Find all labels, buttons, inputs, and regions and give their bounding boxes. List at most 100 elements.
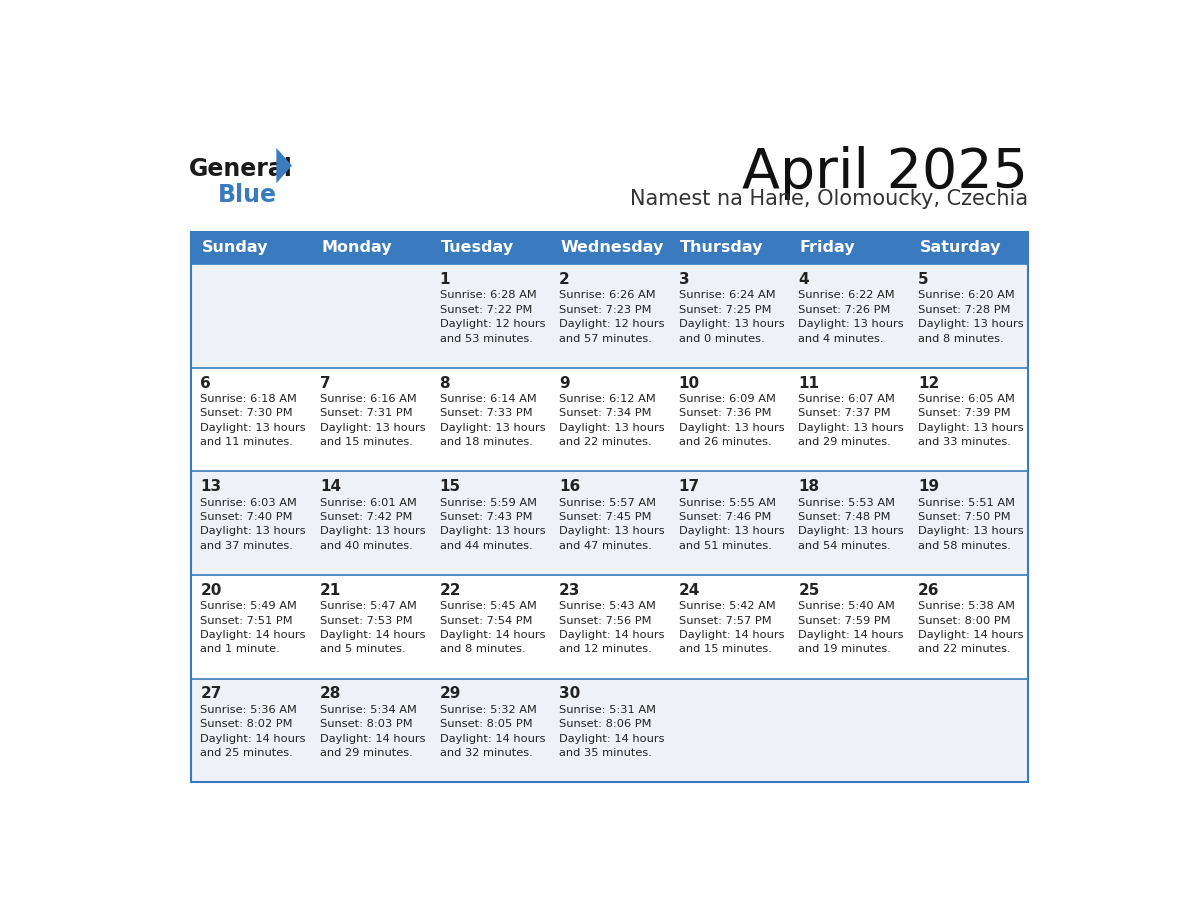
Text: 21: 21 <box>320 583 341 598</box>
Bar <box>669 264 789 368</box>
Bar <box>550 678 669 782</box>
Bar <box>191 264 311 368</box>
Text: Sunrise: 5:43 AM
Sunset: 7:56 PM
Daylight: 14 hours
and 12 minutes.: Sunrise: 5:43 AM Sunset: 7:56 PM Dayligh… <box>560 601 664 655</box>
Text: 14: 14 <box>320 479 341 494</box>
Text: 20: 20 <box>201 583 222 598</box>
Bar <box>669 678 789 782</box>
Bar <box>191 232 1028 782</box>
Text: 26: 26 <box>918 583 940 598</box>
Text: 24: 24 <box>678 583 700 598</box>
Bar <box>311 575 430 678</box>
Bar <box>311 264 430 368</box>
Bar <box>669 368 789 472</box>
Bar <box>789 368 909 472</box>
Bar <box>550 264 669 368</box>
Text: 15: 15 <box>440 479 461 494</box>
Text: Sunrise: 5:40 AM
Sunset: 7:59 PM
Daylight: 14 hours
and 19 minutes.: Sunrise: 5:40 AM Sunset: 7:59 PM Dayligh… <box>798 601 904 655</box>
Bar <box>430 575 550 678</box>
Text: 23: 23 <box>560 583 581 598</box>
Text: Sunrise: 5:45 AM
Sunset: 7:54 PM
Daylight: 14 hours
and 8 minutes.: Sunrise: 5:45 AM Sunset: 7:54 PM Dayligh… <box>440 601 545 655</box>
Bar <box>550 368 669 472</box>
Text: Sunrise: 5:47 AM
Sunset: 7:53 PM
Daylight: 14 hours
and 5 minutes.: Sunrise: 5:47 AM Sunset: 7:53 PM Dayligh… <box>320 601 425 655</box>
Bar <box>909 472 1028 575</box>
Text: Sunrise: 6:18 AM
Sunset: 7:30 PM
Daylight: 13 hours
and 11 minutes.: Sunrise: 6:18 AM Sunset: 7:30 PM Dayligh… <box>201 394 307 447</box>
Text: 4: 4 <box>798 272 809 286</box>
Text: Friday: Friday <box>800 241 855 255</box>
Text: Sunrise: 6:14 AM
Sunset: 7:33 PM
Daylight: 13 hours
and 18 minutes.: Sunrise: 6:14 AM Sunset: 7:33 PM Dayligh… <box>440 394 545 447</box>
Bar <box>191 678 311 782</box>
Text: Sunrise: 6:12 AM
Sunset: 7:34 PM
Daylight: 13 hours
and 22 minutes.: Sunrise: 6:12 AM Sunset: 7:34 PM Dayligh… <box>560 394 665 447</box>
Bar <box>550 575 669 678</box>
Text: 2: 2 <box>560 272 570 286</box>
Text: 11: 11 <box>798 375 820 390</box>
Text: Namest na Hane, Olomoucky, Czechia: Namest na Hane, Olomoucky, Czechia <box>630 189 1028 209</box>
Text: Monday: Monday <box>322 241 392 255</box>
Bar <box>789 575 909 678</box>
Bar <box>311 472 430 575</box>
Bar <box>909 368 1028 472</box>
Bar <box>430 472 550 575</box>
Text: 17: 17 <box>678 479 700 494</box>
Bar <box>550 472 669 575</box>
Text: Sunrise: 6:03 AM
Sunset: 7:40 PM
Daylight: 13 hours
and 37 minutes.: Sunrise: 6:03 AM Sunset: 7:40 PM Dayligh… <box>201 498 307 551</box>
Text: 7: 7 <box>320 375 330 390</box>
Polygon shape <box>277 148 292 184</box>
Text: 30: 30 <box>560 687 581 701</box>
Bar <box>191 472 311 575</box>
Text: Sunday: Sunday <box>202 241 268 255</box>
Text: Sunrise: 5:59 AM
Sunset: 7:43 PM
Daylight: 13 hours
and 44 minutes.: Sunrise: 5:59 AM Sunset: 7:43 PM Dayligh… <box>440 498 545 551</box>
Text: 25: 25 <box>798 583 820 598</box>
Bar <box>669 472 789 575</box>
Text: 18: 18 <box>798 479 820 494</box>
Bar <box>311 678 430 782</box>
Text: 29: 29 <box>440 687 461 701</box>
Text: 1: 1 <box>440 272 450 286</box>
Bar <box>311 368 430 472</box>
Text: Sunrise: 6:05 AM
Sunset: 7:39 PM
Daylight: 13 hours
and 33 minutes.: Sunrise: 6:05 AM Sunset: 7:39 PM Dayligh… <box>918 394 1024 447</box>
Bar <box>909 264 1028 368</box>
Text: Sunrise: 6:09 AM
Sunset: 7:36 PM
Daylight: 13 hours
and 26 minutes.: Sunrise: 6:09 AM Sunset: 7:36 PM Dayligh… <box>678 394 784 447</box>
Text: Sunrise: 6:22 AM
Sunset: 7:26 PM
Daylight: 13 hours
and 4 minutes.: Sunrise: 6:22 AM Sunset: 7:26 PM Dayligh… <box>798 290 904 343</box>
Bar <box>909 678 1028 782</box>
Text: Sunrise: 6:20 AM
Sunset: 7:28 PM
Daylight: 13 hours
and 8 minutes.: Sunrise: 6:20 AM Sunset: 7:28 PM Dayligh… <box>918 290 1024 343</box>
Text: 3: 3 <box>678 272 689 286</box>
Text: 8: 8 <box>440 375 450 390</box>
Text: Sunrise: 5:57 AM
Sunset: 7:45 PM
Daylight: 13 hours
and 47 minutes.: Sunrise: 5:57 AM Sunset: 7:45 PM Dayligh… <box>560 498 665 551</box>
Text: Sunrise: 6:26 AM
Sunset: 7:23 PM
Daylight: 12 hours
and 57 minutes.: Sunrise: 6:26 AM Sunset: 7:23 PM Dayligh… <box>560 290 664 343</box>
Text: General: General <box>189 157 292 181</box>
Text: Saturday: Saturday <box>920 241 1001 255</box>
Bar <box>789 678 909 782</box>
Text: 12: 12 <box>918 375 939 390</box>
Bar <box>430 264 550 368</box>
Text: 28: 28 <box>320 687 341 701</box>
Text: Tuesday: Tuesday <box>441 241 514 255</box>
Text: Wednesday: Wednesday <box>561 241 664 255</box>
Text: Sunrise: 5:36 AM
Sunset: 8:02 PM
Daylight: 14 hours
and 25 minutes.: Sunrise: 5:36 AM Sunset: 8:02 PM Dayligh… <box>201 705 307 758</box>
Text: 19: 19 <box>918 479 939 494</box>
Text: Sunrise: 5:49 AM
Sunset: 7:51 PM
Daylight: 14 hours
and 1 minute.: Sunrise: 5:49 AM Sunset: 7:51 PM Dayligh… <box>201 601 307 655</box>
Bar <box>191 368 311 472</box>
Bar <box>669 575 789 678</box>
Bar <box>430 368 550 472</box>
Text: Sunrise: 5:38 AM
Sunset: 8:00 PM
Daylight: 14 hours
and 22 minutes.: Sunrise: 5:38 AM Sunset: 8:00 PM Dayligh… <box>918 601 1023 655</box>
Text: April 2025: April 2025 <box>742 146 1028 199</box>
Text: Sunrise: 6:01 AM
Sunset: 7:42 PM
Daylight: 13 hours
and 40 minutes.: Sunrise: 6:01 AM Sunset: 7:42 PM Dayligh… <box>320 498 425 551</box>
Text: Sunrise: 6:07 AM
Sunset: 7:37 PM
Daylight: 13 hours
and 29 minutes.: Sunrise: 6:07 AM Sunset: 7:37 PM Dayligh… <box>798 394 904 447</box>
Text: 6: 6 <box>201 375 211 390</box>
Bar <box>789 264 909 368</box>
Bar <box>191 232 1028 264</box>
Text: Sunrise: 5:51 AM
Sunset: 7:50 PM
Daylight: 13 hours
and 58 minutes.: Sunrise: 5:51 AM Sunset: 7:50 PM Dayligh… <box>918 498 1024 551</box>
Text: 5: 5 <box>918 272 929 286</box>
Text: 22: 22 <box>440 583 461 598</box>
Text: 27: 27 <box>201 687 222 701</box>
Text: Sunrise: 6:24 AM
Sunset: 7:25 PM
Daylight: 13 hours
and 0 minutes.: Sunrise: 6:24 AM Sunset: 7:25 PM Dayligh… <box>678 290 784 343</box>
Text: Blue: Blue <box>219 183 277 207</box>
Text: Sunrise: 6:16 AM
Sunset: 7:31 PM
Daylight: 13 hours
and 15 minutes.: Sunrise: 6:16 AM Sunset: 7:31 PM Dayligh… <box>320 394 425 447</box>
Bar <box>430 678 550 782</box>
Text: Sunrise: 6:28 AM
Sunset: 7:22 PM
Daylight: 12 hours
and 53 minutes.: Sunrise: 6:28 AM Sunset: 7:22 PM Dayligh… <box>440 290 545 343</box>
Text: 10: 10 <box>678 375 700 390</box>
Text: Sunrise: 5:55 AM
Sunset: 7:46 PM
Daylight: 13 hours
and 51 minutes.: Sunrise: 5:55 AM Sunset: 7:46 PM Dayligh… <box>678 498 784 551</box>
Text: Thursday: Thursday <box>681 241 764 255</box>
Bar <box>909 575 1028 678</box>
Bar <box>789 472 909 575</box>
